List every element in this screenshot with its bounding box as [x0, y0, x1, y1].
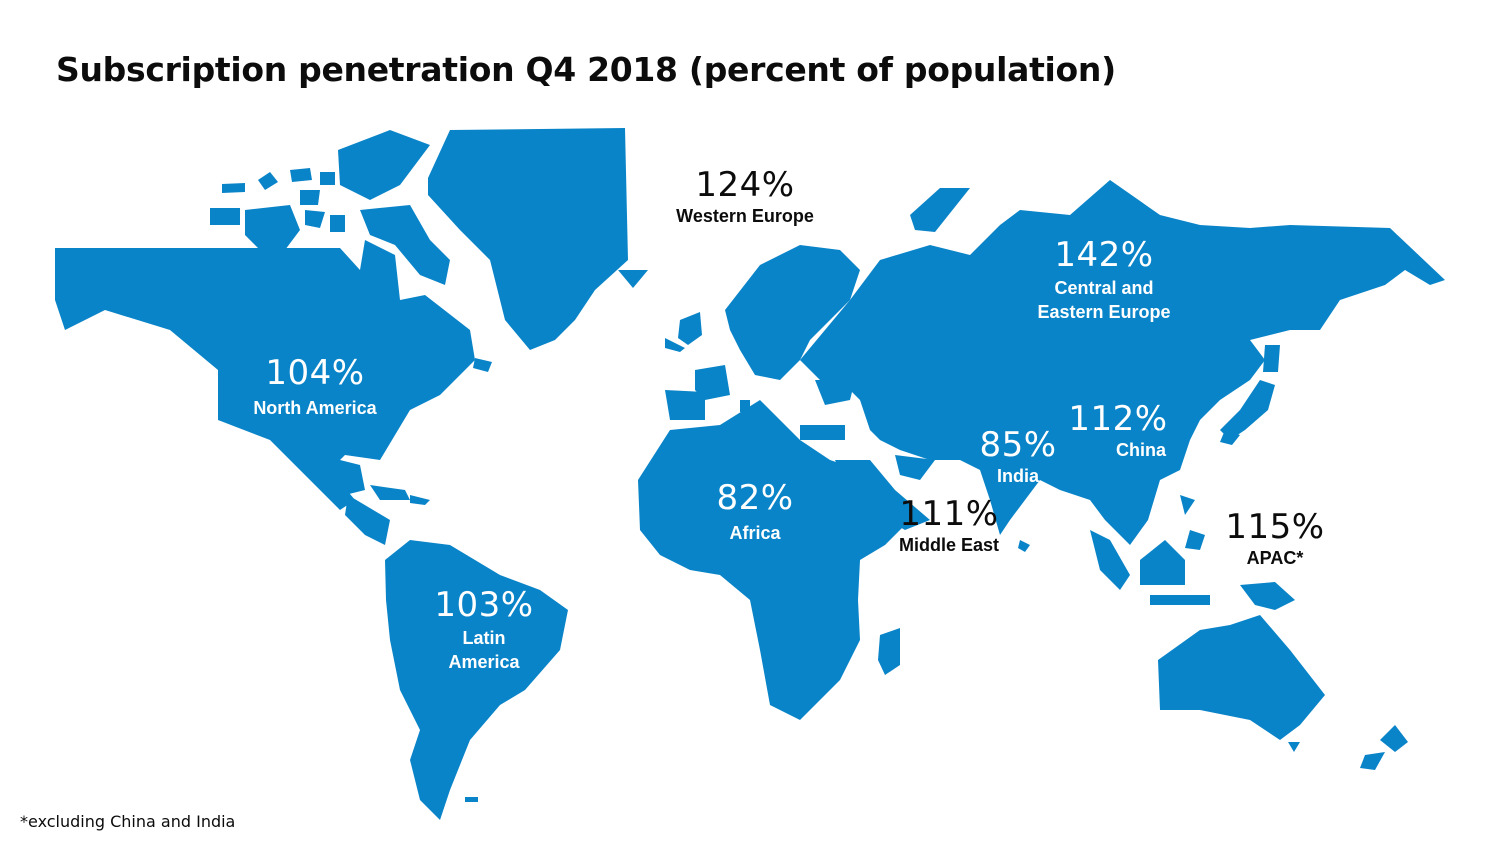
latin-america-name-line2: America: [448, 651, 520, 672]
region-label-india: 85% India: [979, 425, 1057, 488]
region-label-latin-america: 103% Latin America: [434, 585, 534, 674]
greenland-landmass: [428, 128, 628, 350]
china-name: China: [1115, 439, 1167, 460]
region-label-north-america: 104% North America: [253, 353, 377, 420]
africa-value: 82%: [716, 478, 794, 518]
apac-name: APAC*: [1246, 547, 1304, 568]
latin-america-landmass: [385, 540, 568, 820]
central-eastern-europe-name-line1: Central and: [1054, 277, 1154, 298]
china-value: 112%: [1068, 399, 1168, 439]
region-label-western-europe: 124% Western Europe: [676, 165, 814, 228]
region-label-africa: 82% Africa: [716, 478, 794, 545]
footnote: *excluding China and India: [20, 812, 236, 831]
apac-value: 115%: [1225, 507, 1325, 547]
north-america-landmass: [55, 130, 492, 510]
asia-landmass: [800, 180, 1445, 545]
page-title: Subscription penetration Q4 2018 (percen…: [56, 50, 1116, 89]
africa-name: Africa: [729, 522, 781, 543]
latin-america-name-line1: Latin: [462, 627, 506, 648]
western-europe-name: Western Europe: [676, 205, 814, 226]
india-name: India: [996, 465, 1040, 486]
region-label-central-eastern-europe: 142% Central and Eastern Europe: [1037, 235, 1171, 324]
australia-landmass: [1158, 615, 1408, 770]
central-eastern-europe-value: 142%: [1054, 235, 1154, 275]
middle-east-value: 111%: [899, 494, 999, 534]
western-europe-value: 124%: [695, 165, 795, 205]
region-label-apac: 115% APAC*: [1225, 507, 1325, 570]
latin-america-value: 103%: [434, 585, 534, 625]
north-america-name: North America: [253, 397, 377, 418]
southeast-asia-islands: [1018, 495, 1295, 610]
africa-landmass: [638, 400, 930, 720]
europe-landmass: [665, 188, 970, 420]
india-value: 85%: [979, 425, 1057, 465]
region-label-china: 112% China: [1068, 399, 1168, 462]
central-eastern-europe-name-line2: Eastern Europe: [1037, 301, 1171, 322]
middle-east-name: Middle East: [898, 534, 1000, 555]
north-america-value: 104%: [265, 353, 365, 393]
region-label-middle-east: 111% Middle East: [898, 494, 1000, 557]
